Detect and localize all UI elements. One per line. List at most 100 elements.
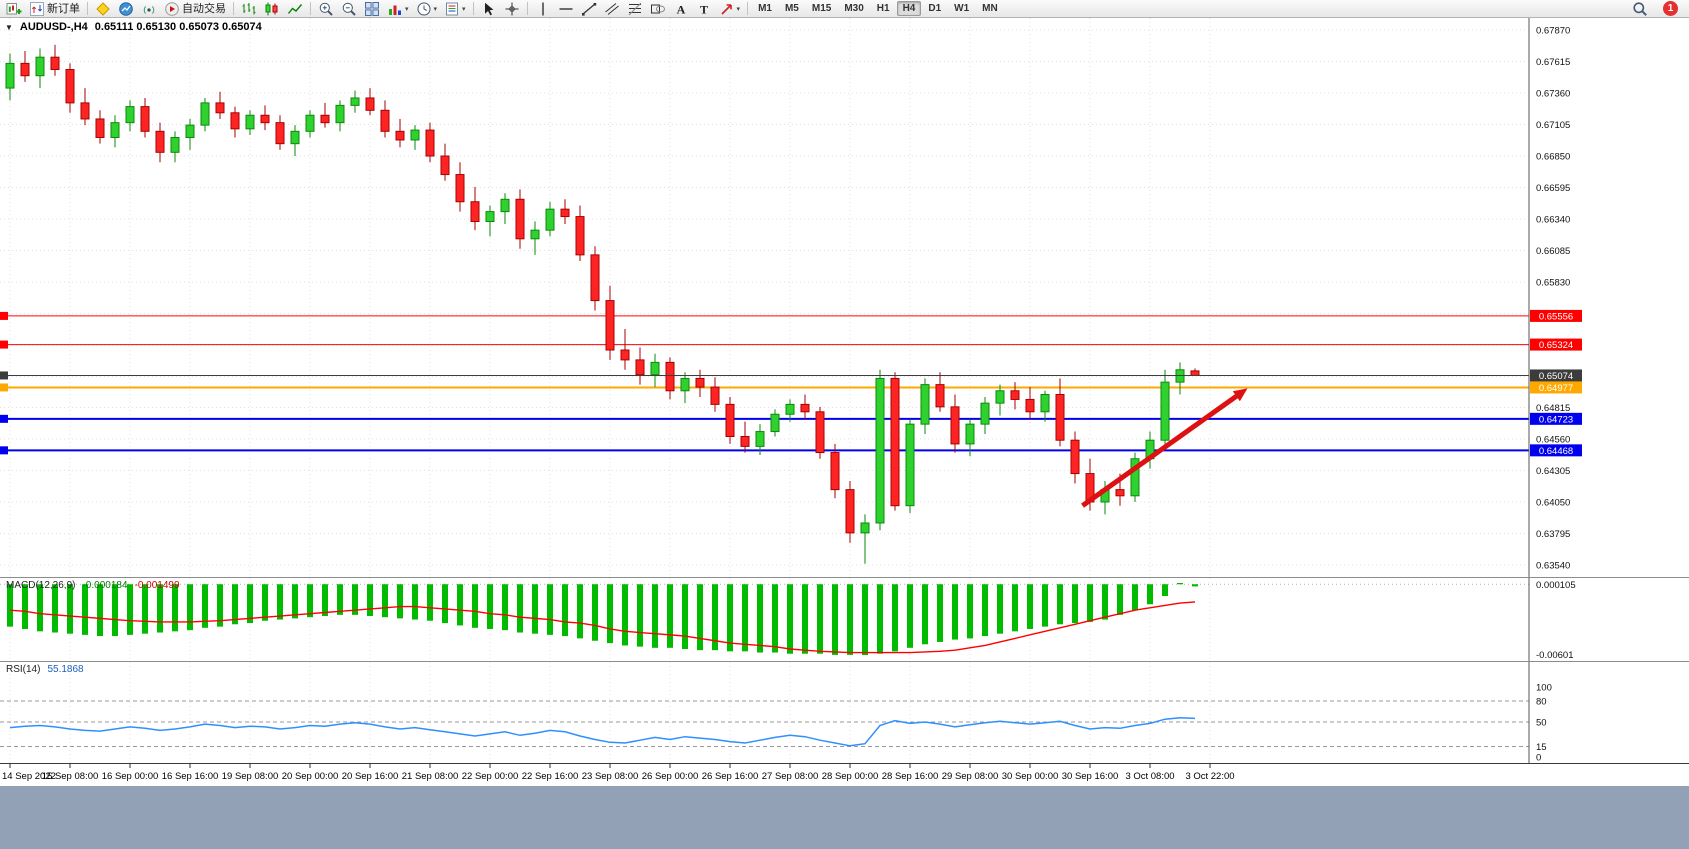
timeframe-d1-button[interactable]: D1 (928, 3, 942, 14)
zoom-out-button[interactable] (338, 1, 360, 17)
price-tag-0.65324[interactable]: 0.65324 (1530, 338, 1582, 352)
svg-text:3 Oct 08:00: 3 Oct 08:00 (1125, 771, 1174, 782)
textA-icon: A (676, 2, 685, 16)
new-order-button[interactable]: 新订单 (26, 1, 83, 17)
hline-left-marker[interactable] (0, 340, 8, 349)
rsi-line (9, 717, 1196, 747)
macd-canvas[interactable]: 0.000105 -0.00601 (0, 578, 1689, 661)
svg-text:0.000105: 0.000105 (1536, 580, 1576, 591)
candlestick-mode-button[interactable] (261, 1, 283, 17)
templates-button[interactable]: ▾ (441, 1, 469, 17)
toolbar-separator (310, 2, 311, 15)
price-tag-0.64468[interactable]: 0.64468 (1530, 444, 1582, 457)
dropdown-arrow-icon[interactable]: ▾ (736, 5, 741, 13)
trendline-tool-button[interactable] (578, 1, 600, 17)
bottom-strip (0, 786, 1689, 849)
hline-left-marker[interactable] (0, 311, 8, 320)
vertical-line-tool-button[interactable] (532, 1, 554, 17)
timeframe-h1-button[interactable]: H1 (876, 3, 890, 14)
svg-text:80: 80 (1536, 697, 1547, 708)
rsi-panel[interactable]: 100 80 50 15 0 RSI(14) 55.1868 (0, 661, 1689, 763)
rsi-canvas[interactable]: 100 80 50 150 (0, 662, 1689, 763)
search-button[interactable] (1629, 1, 1651, 17)
channel-tool-button[interactable] (601, 1, 623, 17)
shapes-tool-button[interactable] (647, 1, 669, 17)
vline-icon (541, 2, 544, 15)
price-axis[interactable]: 0.67870 0.67615 0.67360 0.67105 0.66850 0.665… (1528, 18, 1570, 577)
svg-text:100: 100 (1536, 683, 1552, 694)
text-tool-button[interactable]: A (670, 1, 692, 17)
macd-panel[interactable]: 0.000105 -0.00601 MACD(12,26,9) -0.000184… (0, 577, 1689, 661)
macd-axis: 0.000105 -0.00601 (1528, 578, 1576, 661)
timeframe-m5-button[interactable]: M5 (784, 3, 799, 14)
timeframe-mn-button[interactable]: MN (982, 3, 998, 14)
rsi-grid (9, 662, 1211, 763)
dropdown-arrow-icon[interactable]: ▾ (433, 5, 438, 13)
cursor-tool-button[interactable] (478, 1, 500, 17)
channel-icon (604, 2, 619, 15)
indicators-button[interactable]: ▾ (384, 1, 412, 17)
label-tool-button[interactable]: T (693, 1, 715, 17)
hline-left-marker[interactable] (0, 371, 8, 380)
market-watch-button[interactable] (92, 1, 114, 17)
svg-text:0.64305: 0.64305 (1536, 466, 1570, 477)
timeframe-h4-button[interactable]: H4 (896, 1, 922, 16)
auto-trading-button[interactable]: 自动交易 (161, 1, 229, 17)
svg-text:0.66085: 0.66085 (1536, 246, 1570, 257)
svg-text:22 Sep 00:00: 22 Sep 00:00 (462, 771, 519, 782)
profile-charts-button[interactable] (115, 1, 137, 17)
main-chart-panel[interactable]: 0.67870 0.67615 0.67360 0.67105 0.66850 0.665… (0, 18, 1689, 577)
timeframe-m15-button[interactable]: M15 (811, 3, 832, 14)
linechart-icon (287, 3, 303, 14)
svg-text:14 Sep 2022: 14 Sep 2022 (2, 771, 56, 782)
svg-text:0.67870: 0.67870 (1536, 26, 1570, 37)
new-order-label: 新订单 (47, 2, 80, 15)
price-tag-0.65556[interactable]: 0.65556 (1530, 309, 1582, 323)
svg-text:0.65556: 0.65556 (1539, 311, 1573, 322)
zoom-in-button[interactable] (315, 1, 337, 17)
crosshair-tool-button[interactable] (501, 1, 523, 17)
fibonacci-tool-button[interactable] (624, 1, 646, 17)
time-axis[interactable]: 14 Sep 2022 15 Sep 08:00 16 Sep 00:00 16 Se… (0, 763, 1689, 786)
price-tag-0.65074[interactable]: 0.65074 (1530, 369, 1582, 382)
hline-left-marker[interactable] (0, 414, 8, 423)
horizontal-line-tool-button[interactable] (555, 1, 577, 17)
svg-text:T: T (700, 2, 708, 16)
tile-windows-button[interactable] (361, 1, 383, 17)
svg-text:22 Sep 16:00: 22 Sep 16:00 (522, 771, 579, 782)
svg-text:0.65324: 0.65324 (1539, 340, 1573, 351)
svg-text:23 Sep 08:00: 23 Sep 08:00 (582, 771, 639, 782)
svg-text:0.64560: 0.64560 (1536, 434, 1570, 445)
price-tag-0.64723[interactable]: 0.64723 (1530, 412, 1582, 426)
new-chart-button[interactable] (3, 1, 25, 17)
line-chart-mode-button[interactable] (284, 1, 306, 17)
svg-text:30 Sep 16:00: 30 Sep 16:00 (1062, 771, 1119, 782)
connectivity-button[interactable] (138, 1, 160, 17)
trend-arrow[interactable] (1081, 388, 1248, 508)
timeframe-w1-button[interactable]: W1 (954, 3, 970, 14)
bar-chart-mode-button[interactable] (238, 1, 260, 17)
dropdown-arrow-icon[interactable]: ▾ (462, 5, 466, 13)
timeframe-m1-button[interactable]: M1 (758, 3, 772, 14)
svg-text:20 Sep 16:00: 20 Sep 16:00 (342, 771, 399, 782)
svg-text:0.64977: 0.64977 (1539, 383, 1573, 394)
dropdown-arrow-icon[interactable]: ▾ (405, 5, 409, 13)
svg-text:0: 0 (1536, 753, 1541, 764)
periods-button[interactable]: ▾ (413, 1, 441, 17)
svg-text:3 Oct 22:00: 3 Oct 22:00 (1185, 771, 1234, 782)
price-tag-0.64977[interactable]: 0.64977 (1530, 381, 1582, 394)
signal-icon (143, 5, 155, 14)
hline-left-marker[interactable] (0, 383, 8, 392)
svg-text:0.64050: 0.64050 (1536, 497, 1570, 508)
svg-text:0.65074: 0.65074 (1539, 371, 1573, 382)
timeframe-m30-button[interactable]: M30 (844, 3, 864, 14)
main-chart-canvas[interactable]: 0.67870 0.67615 0.67360 0.67105 0.66850 0.665… (0, 18, 1689, 577)
hline-left-marker[interactable] (0, 446, 8, 455)
svg-text:27 Sep 08:00: 27 Sep 08:00 (762, 771, 819, 782)
arrows-tool-button[interactable]: ▾ (716, 1, 744, 17)
notification-badge[interactable]: 1 (1663, 1, 1678, 16)
indicators-icon (389, 5, 401, 15)
newchart-icon (6, 2, 22, 14)
svg-text:0.67360: 0.67360 (1536, 89, 1570, 100)
